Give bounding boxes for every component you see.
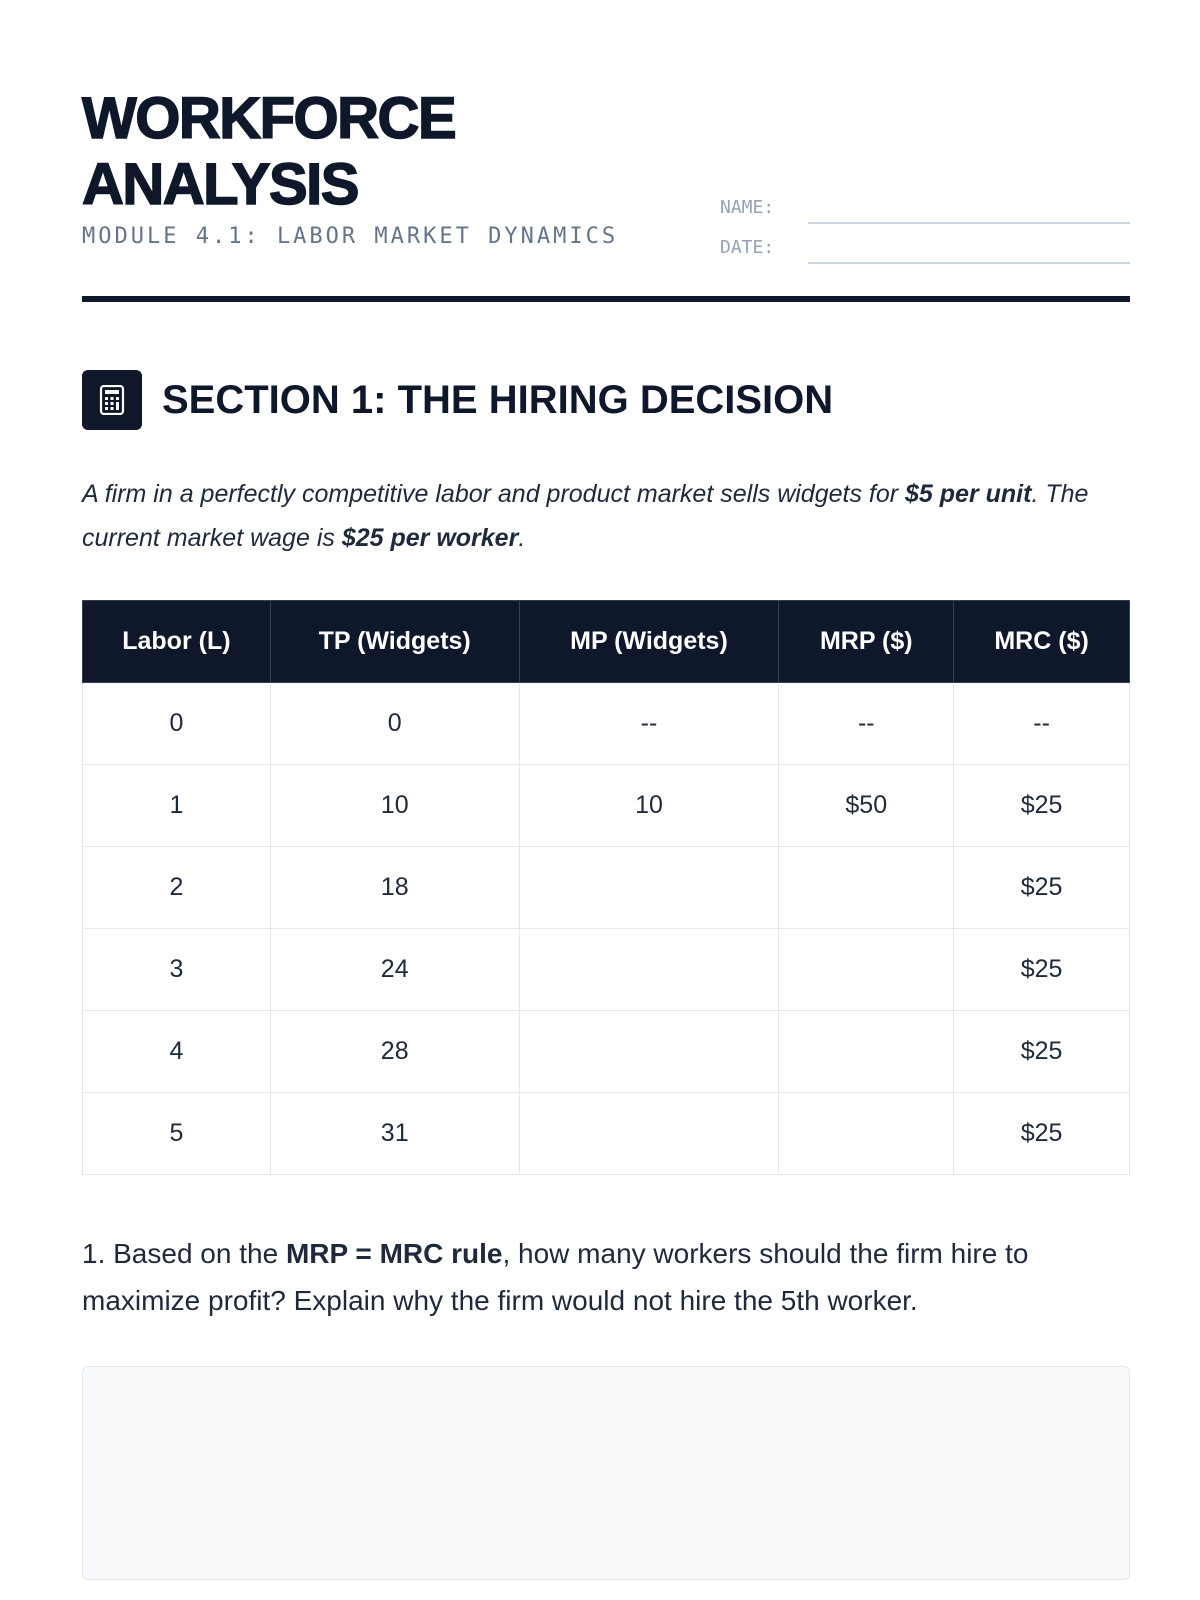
question-text: , how many workers should the firm hire … [82, 1238, 1029, 1316]
table-cell: 28 [269, 1010, 520, 1093]
table-row: 5 31 $25 [82, 1092, 1130, 1175]
title-line-1: WORKFORCE [81, 85, 457, 152]
section-intro: A firm in a perfectly competitive labor … [82, 472, 1130, 560]
name-row: NAME: [720, 184, 1130, 224]
date-row: DATE: [720, 224, 1130, 264]
table-cell: 2 [82, 846, 271, 929]
column-header: Labor (L) [82, 600, 271, 683]
answer-cell[interactable] [518, 1010, 780, 1093]
table-cell: 31 [269, 1092, 520, 1175]
answer-cell[interactable] [518, 846, 780, 929]
table-cell: -- [778, 682, 955, 765]
table-cell: 4 [82, 1010, 271, 1093]
answer-cell[interactable] [518, 1092, 780, 1175]
table-cell: 0 [82, 682, 271, 765]
date-field[interactable] [808, 234, 1130, 264]
table-row: 2 18 $25 [82, 846, 1130, 929]
table-row: 1 10 10 $50 $25 [82, 764, 1130, 847]
table-cell: $25 [953, 1092, 1130, 1175]
page-title: WORKFORCE ANALYSIS [81, 85, 457, 218]
table-header-row: Labor (L) TP (Widgets) MP (Widgets) MRP ($)… [82, 600, 1130, 683]
table-cell: 10 [269, 764, 520, 847]
table-cell: 1 [82, 764, 271, 847]
question-highlight: MRP = MRC rule [285, 1238, 503, 1269]
intro-text: . [518, 524, 526, 552]
table-cell: 24 [269, 928, 520, 1011]
answer-cell[interactable] [518, 928, 780, 1011]
table-cell: 5 [82, 1092, 271, 1175]
table-cell: $25 [953, 928, 1130, 1011]
header-divider [82, 296, 1130, 302]
table-cell: -- [953, 682, 1130, 765]
table-cell: $25 [953, 846, 1130, 929]
labor-table: Labor (L) TP (Widgets) MP (Widgets) MRP ($)… [82, 600, 1130, 1175]
price-highlight: $5 per unit [905, 480, 1032, 508]
section-title: SECTION 1: THE HIRING DECISION [162, 378, 834, 422]
question-text: 1. Based on the [82, 1238, 286, 1269]
column-header: MRC ($) [953, 600, 1130, 683]
table-cell: -- [518, 682, 780, 765]
calculator-icon [82, 370, 142, 430]
date-label: DATE: [720, 237, 775, 258]
table-cell: 10 [518, 764, 780, 847]
table-cell: 0 [269, 682, 520, 765]
question-1: 1. Based on the MRP = MRC rule, how many… [82, 1230, 1130, 1324]
answer-cell[interactable] [778, 928, 955, 1011]
wage-highlight: $25 per worker [341, 524, 519, 552]
name-field[interactable] [808, 194, 1130, 224]
answer-cell[interactable] [778, 846, 955, 929]
table-body: 0 0 -- -- -- 1 10 10 $50 $25 2 18 $25 3 24 $25 4 28 $25 5 31… [82, 682, 1130, 1175]
table-row: 4 28 $25 [82, 1010, 1130, 1093]
title-line-2: ANALYSIS [81, 151, 360, 218]
table-cell: 3 [82, 928, 271, 1011]
column-header: MP (Widgets) [518, 600, 780, 683]
answer-cell[interactable] [778, 1010, 955, 1093]
answer-box[interactable] [82, 1366, 1130, 1580]
intro-text: A firm in a perfectly competitive labor … [82, 480, 906, 508]
table-row: 3 24 $25 [82, 928, 1130, 1011]
column-header: TP (Widgets) [269, 600, 520, 683]
table-cell: $25 [953, 764, 1130, 847]
intro-text: . The current market wage is [82, 480, 1089, 552]
answer-cell[interactable] [778, 1092, 955, 1175]
name-label: NAME: [720, 197, 775, 218]
table-row: 0 0 -- -- -- [82, 682, 1130, 765]
column-header: MRP ($) [778, 600, 955, 683]
table-cell: 18 [269, 846, 520, 929]
table-cell: $25 [953, 1010, 1130, 1093]
module-subtitle: MODULE 4.1: LABOR MARKET DYNAMICS [82, 224, 619, 249]
student-info: NAME: DATE: [720, 184, 1130, 264]
table-cell: $50 [778, 764, 955, 847]
